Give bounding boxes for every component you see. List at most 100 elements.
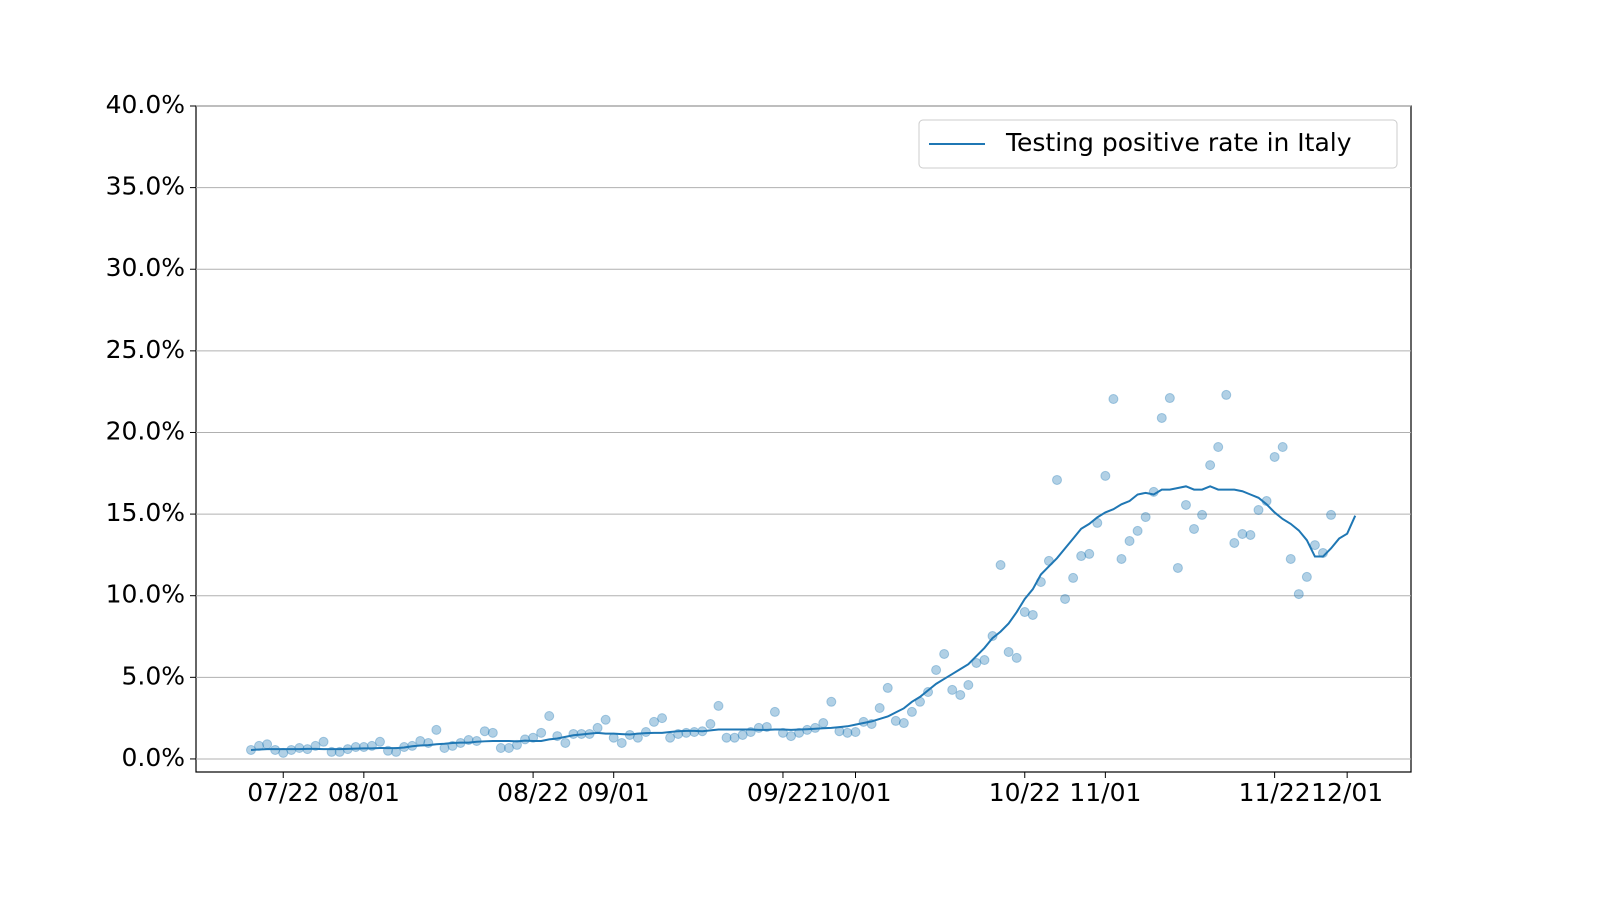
- grid: [196, 105, 1411, 760]
- y-tick-label: 25.0%: [106, 335, 185, 364]
- scatter-point: [1293, 589, 1304, 600]
- scatter-point: [1205, 460, 1216, 471]
- scatter-point: [1189, 523, 1200, 534]
- scatter-point: [1245, 529, 1256, 540]
- scatter-point: [1011, 652, 1022, 663]
- scatter-point: [1277, 441, 1288, 452]
- scatter-point: [1052, 474, 1062, 485]
- scatter-point: [1180, 499, 1191, 510]
- scatter-point: [600, 714, 611, 725]
- scatter-point: [1285, 553, 1296, 564]
- x-tick-label: 11/22: [1239, 778, 1311, 807]
- scatter-point: [1301, 571, 1312, 582]
- scatter-point: [826, 696, 837, 707]
- x-tick-label: 08/22: [497, 778, 569, 807]
- scatter-point: [1269, 451, 1280, 462]
- scatter-point: [786, 731, 797, 742]
- marks: [246, 389, 1357, 758]
- scatter-point: [1229, 537, 1240, 548]
- scatter-point: [1172, 562, 1183, 573]
- scatter-point: [842, 727, 853, 738]
- axes: 0.0% 5.0% 10.0% 15.0% 20.0% 25.0% 30.0% 35.0% 40…: [106, 90, 1384, 807]
- scatter-point: [294, 743, 305, 754]
- y-tick-label: 30.0%: [106, 253, 185, 282]
- scatter-point: [262, 739, 273, 750]
- scatter-point: [818, 718, 829, 729]
- scatter-point: [705, 719, 716, 730]
- scatter-point: [536, 727, 547, 738]
- y-tick-label: 15.0%: [106, 498, 185, 527]
- scatter-point: [1084, 548, 1095, 559]
- scatter-point: [979, 655, 990, 666]
- scatter-point: [1068, 572, 1079, 583]
- scatter-point: [1213, 441, 1224, 452]
- scatter-point: [1156, 412, 1167, 423]
- plot-frame: [195, 105, 1412, 773]
- scatter-point: [1140, 512, 1151, 523]
- scatter-point: [1164, 393, 1175, 404]
- scatter-point: [987, 631, 998, 642]
- scatter-point: [713, 700, 724, 711]
- scatter-point: [898, 718, 909, 729]
- scatter-point: [947, 684, 958, 695]
- scatter-point: [1003, 647, 1014, 658]
- scatter-point: [1221, 389, 1232, 400]
- y-tick-label: 0.0%: [121, 743, 185, 772]
- scatter-point: [753, 722, 764, 733]
- scatter-point: [1108, 394, 1119, 405]
- line: [250, 485, 1357, 751]
- scatter-point: [487, 727, 498, 738]
- y-tick-label: 5.0%: [121, 661, 185, 690]
- scatter-point: [1309, 540, 1320, 551]
- scatter-point: [931, 664, 942, 675]
- scatter-point: [1124, 536, 1135, 547]
- scatter-point: [890, 715, 901, 726]
- scatter-point: [1132, 525, 1143, 536]
- scatter-point: [721, 732, 732, 743]
- scatter-point: [882, 682, 893, 693]
- scatter-point: [415, 735, 426, 746]
- y-tick-label: 10.0%: [106, 580, 185, 609]
- legend-label: Testing positive rate in Italy: [1005, 128, 1352, 157]
- scatter-point: [1326, 509, 1337, 520]
- scatter-point: [431, 724, 442, 735]
- scatter-point: [358, 742, 369, 753]
- x-tick-label: 07/22: [247, 778, 319, 807]
- scatter-point: [1253, 505, 1264, 516]
- scatter-point: [318, 736, 329, 747]
- scatter-point: [544, 711, 555, 722]
- scatter-point: [495, 743, 506, 754]
- scatter-point: [1197, 509, 1208, 520]
- scatter-point: [657, 713, 668, 724]
- scatter-point: [649, 716, 659, 727]
- x-tick-label: 11/01: [1069, 778, 1141, 807]
- scatter-point: [729, 732, 740, 743]
- scatter-point: [1100, 470, 1111, 481]
- scatter-point: [874, 703, 885, 714]
- scatter-point: [640, 727, 651, 738]
- legend-box: [918, 119, 1398, 169]
- scatter-point: [616, 737, 627, 748]
- y-tick-label: 40.0%: [106, 90, 185, 119]
- x-tick-label: 08/01: [328, 778, 400, 807]
- scatter-point: [1116, 553, 1127, 564]
- scatter-point: [1060, 593, 1071, 604]
- scatter-point: [995, 560, 1006, 571]
- x-tick-label: 12/01: [1311, 778, 1383, 807]
- scatter-point: [592, 722, 603, 733]
- scatter-point: [939, 648, 950, 659]
- scatter-point: [769, 706, 780, 717]
- scatter-point: [963, 679, 974, 690]
- scatter-point: [1076, 551, 1087, 562]
- scatter-point: [374, 736, 385, 747]
- scatter-point: [955, 689, 966, 700]
- x-tick-label: 09/01: [578, 778, 650, 807]
- legend: Testing positive rate in Italy: [918, 119, 1398, 169]
- x-tick-label: 09/22: [747, 778, 819, 807]
- scatter-point: [503, 743, 514, 754]
- scatter-point: [906, 706, 917, 717]
- scatter-point: [479, 726, 490, 737]
- scatter-point: [850, 727, 861, 738]
- x-tick-label: 10/01: [819, 778, 891, 807]
